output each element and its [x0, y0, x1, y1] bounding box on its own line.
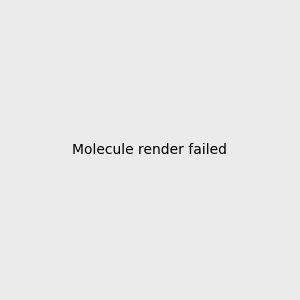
Text: Molecule render failed: Molecule render failed: [73, 143, 227, 157]
